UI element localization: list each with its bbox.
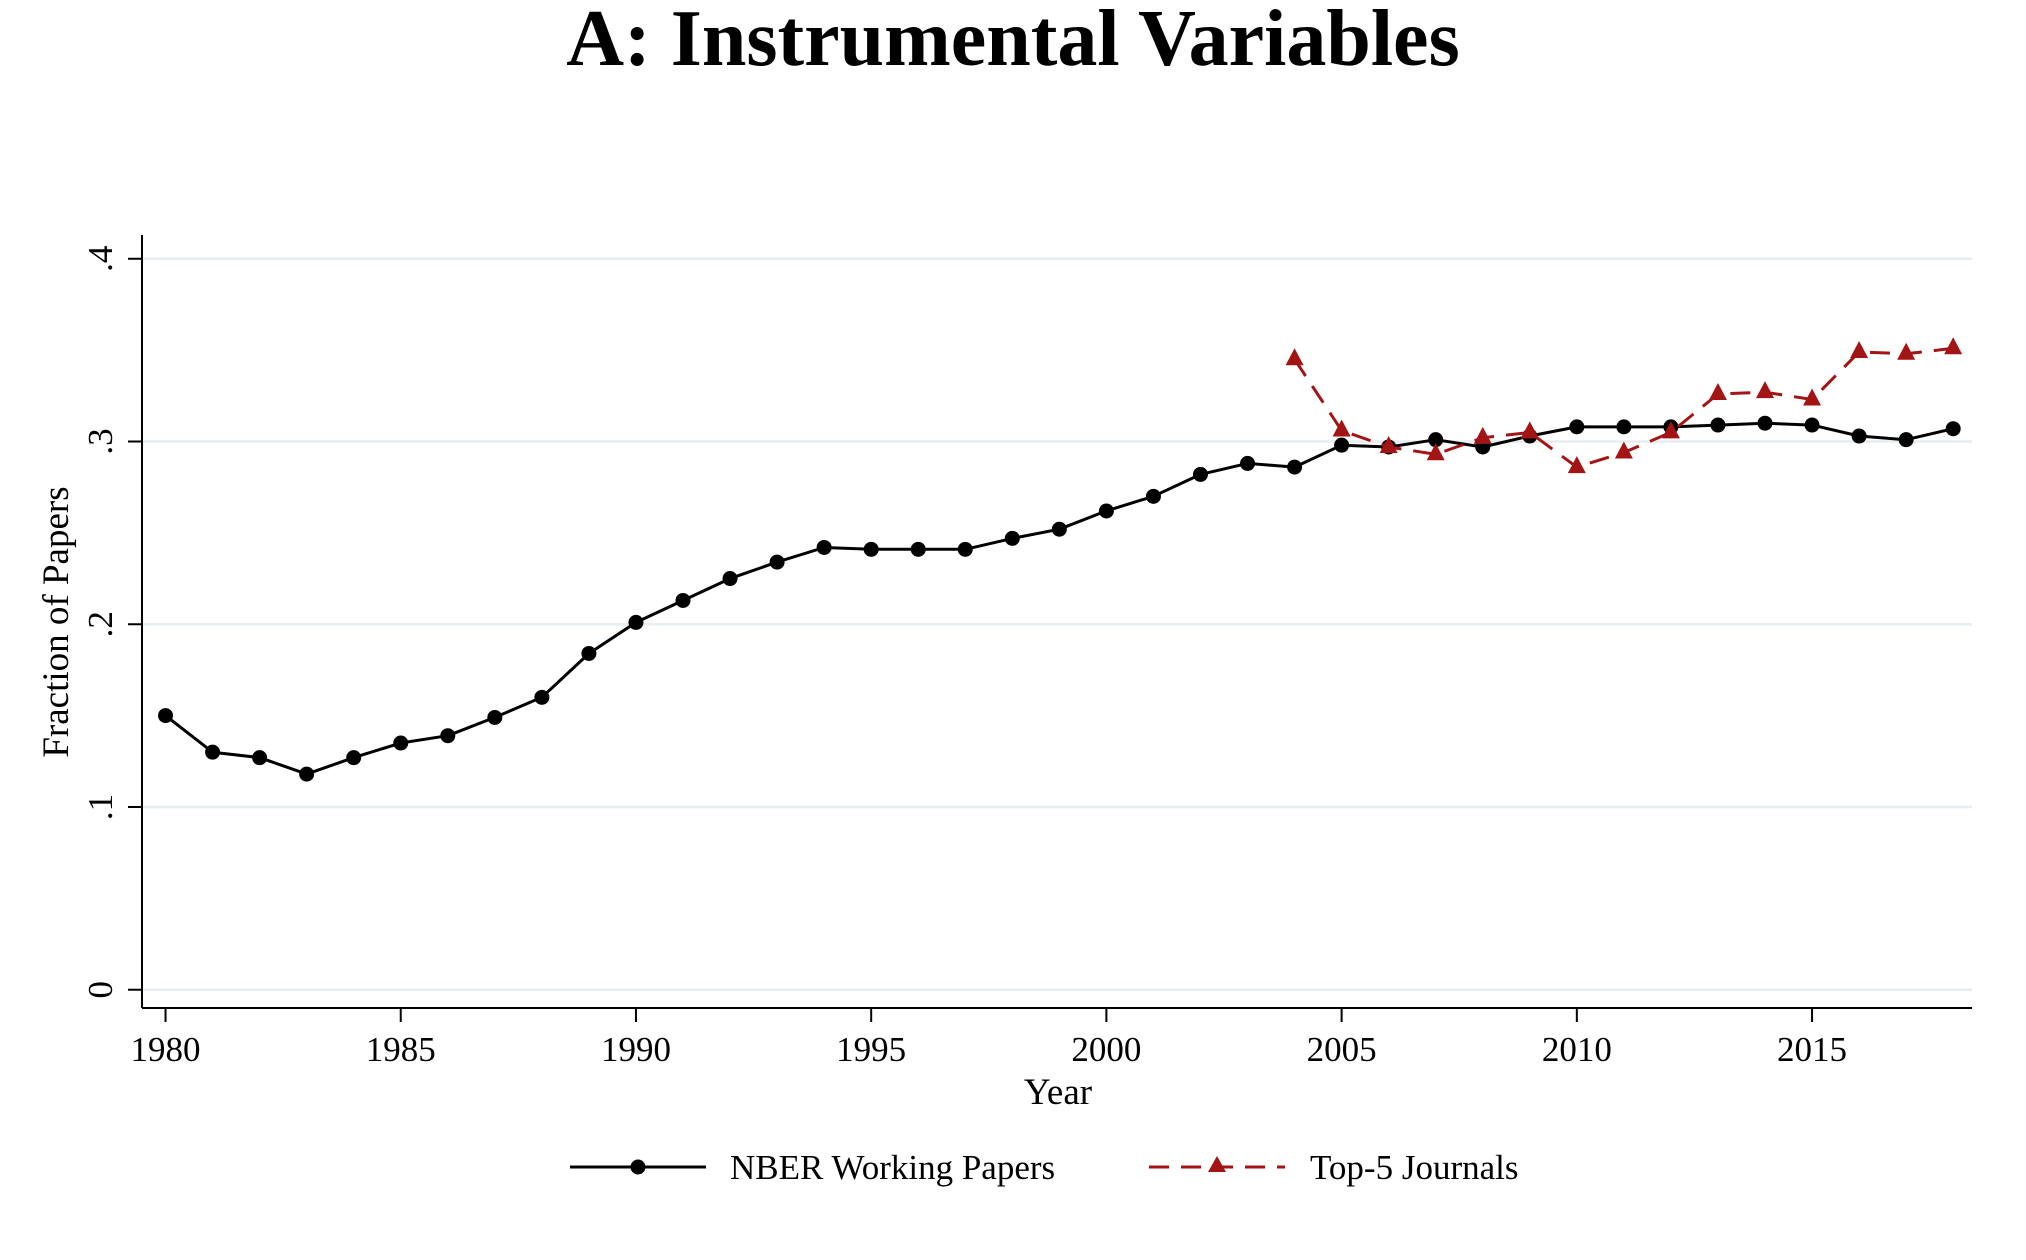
data-point [1473, 426, 1492, 444]
y-tick-label: .1 [81, 794, 120, 820]
x-tick-label: 1995 [836, 1030, 906, 1069]
legend-marker-nber [630, 1159, 646, 1175]
x-tick-label: 2005 [1307, 1030, 1377, 1069]
tick-labels: 0 .1 .2 .3 .4 1980 1985 1990 1995 2000 2005 2010 201… [81, 246, 1847, 1069]
data-point [675, 592, 691, 608]
data-point [628, 614, 644, 630]
x-tick-label: 1985 [366, 1030, 436, 1069]
x-tick-label: 1990 [601, 1030, 671, 1069]
data-point [1708, 382, 1727, 400]
data-point [1520, 421, 1539, 439]
series [158, 337, 1963, 782]
data-point [1240, 455, 1256, 471]
data-point [1756, 381, 1775, 399]
axes [128, 235, 1972, 1022]
legend: NBER Working Papers Top-5 Journals [570, 1148, 1519, 1187]
x-axis-label: Year [1024, 1072, 1092, 1113]
data-point [1569, 419, 1585, 435]
data-point [910, 541, 926, 557]
data-point [1661, 421, 1680, 439]
data-point [1804, 417, 1820, 433]
data-point [252, 750, 268, 766]
data-point [1945, 421, 1961, 437]
data-point [1192, 466, 1208, 482]
data-point [440, 728, 456, 744]
y-tick-label: .3 [81, 428, 120, 454]
data-point [534, 689, 550, 705]
data-point [1710, 417, 1726, 433]
data-point [1051, 521, 1067, 537]
data-point [299, 766, 315, 782]
data-point [1898, 432, 1914, 448]
data-point [816, 539, 832, 555]
data-point [1614, 441, 1633, 459]
data-point [1897, 342, 1916, 360]
legend-label-top5: Top-5 Journals [1310, 1148, 1519, 1187]
legend-label-nber: NBER Working Papers [730, 1148, 1055, 1187]
data-point [1379, 435, 1398, 453]
data-point [1334, 437, 1350, 453]
x-tick-label: 2000 [1071, 1030, 1141, 1069]
data-point [1757, 415, 1773, 431]
data-point [1850, 340, 1869, 358]
data-point [1098, 503, 1114, 519]
data-point [957, 541, 973, 557]
data-point [1285, 348, 1304, 366]
data-point [393, 735, 409, 751]
y-axis-label: Fraction of Papers [36, 486, 77, 757]
data-point [346, 750, 362, 766]
series-0 [158, 415, 1961, 782]
y-tick-label: .2 [81, 611, 120, 637]
data-point [1287, 459, 1303, 475]
data-point [487, 709, 503, 725]
data-point [1428, 432, 1444, 448]
series-1 [1285, 337, 1963, 474]
gridlines [142, 257, 1972, 991]
chart-title: A: Instrumental Variables [566, 0, 1459, 83]
data-point [1944, 337, 1963, 355]
y-tick-label: .4 [81, 246, 120, 272]
data-point [1616, 419, 1632, 435]
x-tick-label: 2015 [1777, 1030, 1847, 1069]
data-point [1567, 456, 1586, 474]
data-point [1145, 488, 1161, 504]
data-point [722, 571, 738, 587]
data-point [1004, 530, 1020, 546]
y-tick-label: 0 [81, 981, 120, 999]
x-tick-label: 1980 [131, 1030, 201, 1069]
data-point [158, 708, 174, 724]
data-point [863, 541, 879, 557]
data-point [1803, 388, 1822, 406]
data-point [1426, 443, 1445, 461]
series-line [164, 421, 1954, 776]
data-point [205, 744, 221, 760]
x-tick-label: 2010 [1542, 1030, 1612, 1069]
data-point [1851, 428, 1867, 444]
data-point [1332, 419, 1351, 437]
data-point [769, 554, 785, 570]
legend-marker-top5 [1208, 1156, 1226, 1172]
data-point [581, 645, 597, 661]
